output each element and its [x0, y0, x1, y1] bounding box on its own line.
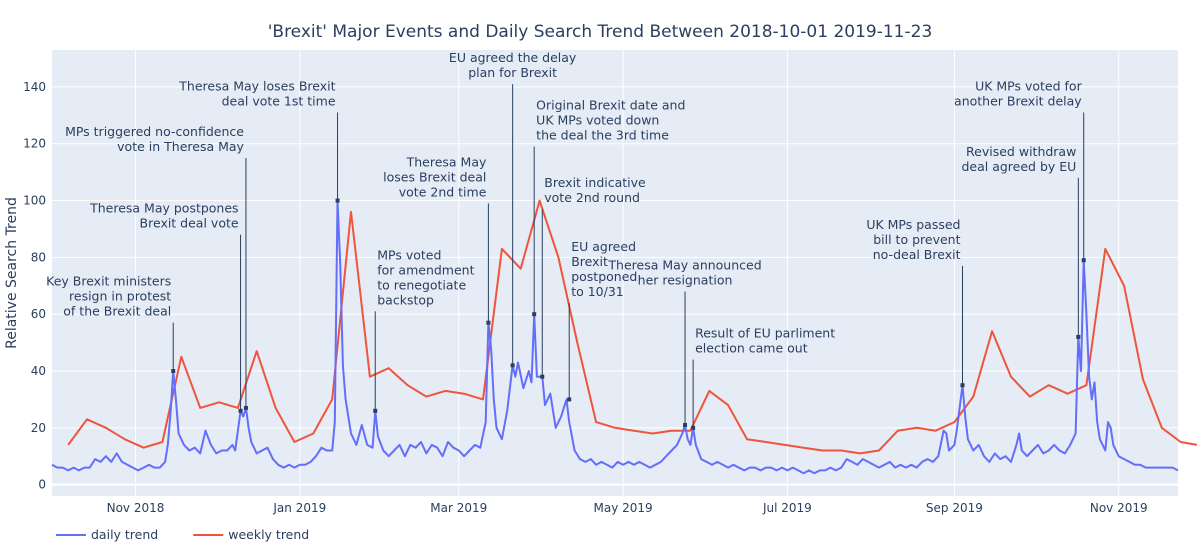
- annotation-text: UK MPs passed bill to prevent no-deal Brex…: [866, 217, 960, 262]
- y-tick-label: 100: [23, 194, 46, 208]
- x-tick-label: Jan 2019: [272, 501, 326, 515]
- annotation-line: Key Brexit ministers: [46, 274, 171, 289]
- legend-label-daily-trend: daily trend: [91, 527, 158, 542]
- annotation-line: UK MPs passed: [866, 217, 960, 232]
- annotation-line: Brexit indicative: [544, 175, 646, 190]
- annotation-text: EU agreed the delay plan for Brexit: [449, 50, 577, 80]
- annotation-point: [691, 425, 696, 430]
- y-tick-label: 40: [31, 364, 46, 378]
- annotation-point: [1081, 258, 1086, 263]
- annotation-line: Original Brexit date and: [536, 98, 685, 113]
- daily-trend-line: [51, 199, 1179, 475]
- annotation-point: [540, 374, 545, 379]
- annotation-line: no-deal Brexit: [873, 247, 961, 262]
- annotation-text: Result of EU parliment election came out: [695, 326, 835, 356]
- y-tick-label: 140: [23, 80, 46, 94]
- annotation-line: Result of EU parliment: [695, 326, 835, 341]
- legend[interactable]: daily trend weekly trend: [56, 527, 309, 542]
- annotation-line: backstop: [377, 292, 434, 307]
- y-tick-label: 60: [31, 307, 46, 321]
- annotation-line: Theresa May loses Brexit: [178, 78, 335, 93]
- annotation-text: MPs triggered no-confidence vote in There…: [65, 124, 244, 154]
- annotation-line: EU agreed: [571, 239, 636, 254]
- annotation-line: for amendment: [377, 262, 474, 277]
- annotation-line: the deal the 3rd time: [536, 128, 669, 143]
- annotation-point: [373, 408, 378, 413]
- y-tick-label: 0: [38, 478, 46, 492]
- y-tick-label: 120: [23, 137, 46, 151]
- annotation-point: [1076, 334, 1081, 339]
- x-tick-label: Nov 2019: [1090, 501, 1148, 515]
- annotation-text: EU agreed Brexit postponed to 10/31: [571, 239, 637, 299]
- series-lines: [51, 199, 1198, 475]
- annotation-line: Brexit: [571, 254, 608, 269]
- y-tick-label: 20: [31, 421, 46, 435]
- annotation-text: Theresa May loses Brexit deal vote 1st ti…: [178, 78, 336, 108]
- annotation-text: UK MPs voted for another Brexit delay: [954, 78, 1083, 108]
- annotation-line: to renegotiate: [377, 277, 466, 292]
- annotation-line: MPs triggered no-confidence: [65, 124, 244, 139]
- annotation-line: election came out: [695, 341, 808, 356]
- annotation-line: vote 2nd round: [544, 190, 640, 205]
- annotation-line: UK MPs voted for: [975, 78, 1083, 93]
- annotation-line: of the Brexit deal: [63, 304, 171, 319]
- annotation-text: Brexit indicative vote 2nd round: [544, 175, 646, 205]
- annotations: Key Brexit ministers resign in protest of …: [46, 50, 1086, 430]
- legend-label-weekly-trend: weekly trend: [228, 527, 309, 542]
- annotation-point: [335, 198, 340, 203]
- annotation-line: Theresa May postpones: [89, 201, 238, 216]
- x-axis-ticks: Nov 2018 Jan 2019 Mar 2019 May 2019 Jul 2019…: [107, 501, 1148, 515]
- annotation-point: [243, 405, 248, 410]
- annotation-point: [960, 383, 965, 388]
- annotation-text: MPs voted for amendment to renegotiate back…: [377, 247, 474, 307]
- chart-title: 'Brexit' Major Events and Daily Search T…: [268, 22, 933, 42]
- annotation-line: bill to prevent: [873, 232, 960, 247]
- y-axis-ticks: 0 20 40 60 80 100 120 140: [23, 80, 46, 492]
- annotation-line: to 10/31: [571, 284, 624, 299]
- annotation-text: Theresa May postpones Brexit deal vote: [89, 201, 239, 231]
- annotation-point: [238, 408, 243, 413]
- annotation-line: deal vote 1st time: [222, 93, 336, 108]
- annotation-line: vote in Theresa May: [117, 139, 244, 154]
- annotation-point: [567, 397, 572, 402]
- annotation-line: postponed: [571, 269, 637, 284]
- x-tick-label: Jul 2019: [762, 501, 812, 515]
- x-tick-label: Mar 2019: [430, 501, 487, 515]
- annotation-line: UK MPs voted down: [536, 113, 659, 128]
- annotation-line: Theresa May announced: [607, 257, 761, 272]
- annotation-point: [510, 363, 515, 368]
- annotation-text: Original Brexit date and UK MPs voted dow…: [536, 98, 685, 143]
- annotation-line: loses Brexit deal: [383, 169, 486, 184]
- annotation-text: Theresa May announced her resignation: [607, 257, 761, 287]
- annotation-line: deal agreed by EU: [961, 159, 1076, 174]
- y-axis-label: Relative Search Trend: [4, 197, 20, 349]
- x-tick-label: May 2019: [593, 501, 652, 515]
- annotation-line: MPs voted: [377, 247, 441, 262]
- annotation-point: [486, 320, 491, 325]
- annotation-line: Brexit deal vote: [140, 216, 239, 231]
- weekly-trend-line: [67, 199, 1198, 455]
- annotation-text: Revised withdraw deal agreed by EU: [961, 144, 1076, 174]
- annotation-text: Theresa May loses Brexit deal vote 2nd tim…: [383, 154, 487, 199]
- y-tick-label: 80: [31, 250, 46, 264]
- annotation-line: EU agreed the delay: [449, 50, 577, 65]
- annotation-line: resign in protest: [69, 289, 171, 304]
- annotation-line: vote 2nd time: [399, 184, 487, 199]
- x-tick-label: Sep 2019: [926, 501, 983, 515]
- x-tick-label: Nov 2018: [107, 501, 165, 515]
- annotation-line: plan for Brexit: [468, 65, 557, 80]
- annotation-point: [171, 369, 176, 374]
- annotation-point: [532, 312, 537, 317]
- annotation-line: her resignation: [638, 272, 733, 287]
- annotation-text: Key Brexit ministers resign in protest of …: [46, 274, 171, 319]
- annotation-line: Revised withdraw: [966, 144, 1076, 159]
- annotation-point: [683, 422, 688, 427]
- annotation-line: another Brexit delay: [954, 93, 1082, 108]
- annotation-line: Theresa May: [406, 154, 487, 169]
